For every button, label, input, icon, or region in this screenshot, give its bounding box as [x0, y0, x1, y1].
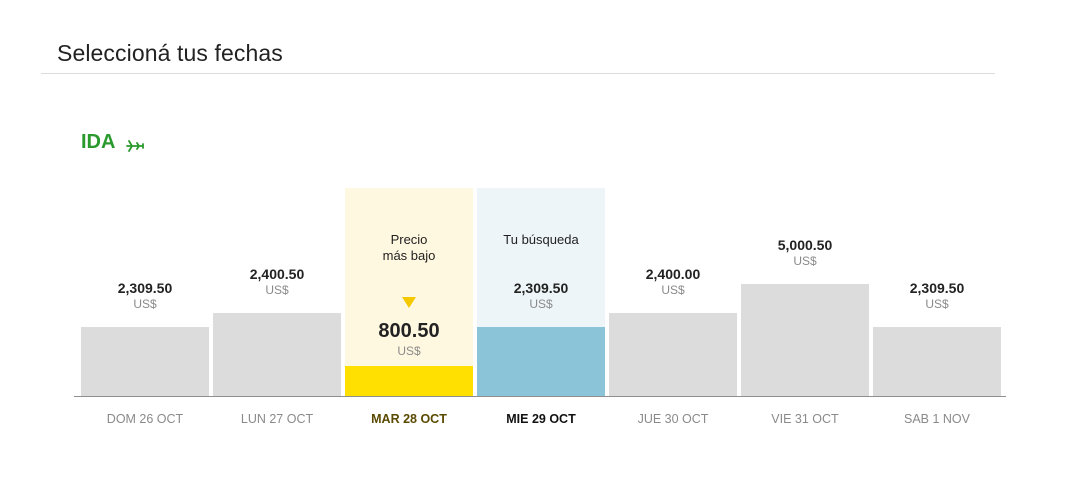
price-value: 5,000.50 [777, 237, 833, 253]
price-value: 2,400.50 [249, 266, 305, 282]
plane-icon [126, 136, 145, 152]
price-bar [741, 284, 869, 396]
price-label: 2,400.50 US$ [213, 266, 341, 297]
currency-label: US$ [265, 283, 289, 297]
down-arrow-icon [402, 297, 416, 308]
price-label: 5,000.50 US$ [741, 237, 869, 268]
price-value: 2,309.50 [909, 280, 965, 296]
date-label[interactable]: DOM 26 OCT [106, 412, 184, 426]
direction-label: IDA [81, 131, 116, 153]
date-column[interactable]: 2,309.50 US$ [873, 188, 1001, 396]
currency-label: US$ [793, 254, 817, 268]
price-value: 2,309.50 [513, 280, 569, 296]
date-label[interactable]: VIE 31 OCT [771, 412, 839, 426]
price-bar [81, 327, 209, 396]
your-search-note: Tu búsqueda [503, 232, 579, 247]
price-label: 800.50 US$ [345, 320, 473, 358]
date-label[interactable]: MIE 29 OCT [506, 412, 576, 426]
currency-label: US$ [661, 283, 685, 297]
price-value: 2,309.50 [117, 280, 173, 296]
currency-label: US$ [397, 344, 421, 358]
date-column[interactable]: 2,309.50 US$ [81, 188, 209, 396]
price-bar [213, 313, 341, 396]
price-value: 2,400.00 [645, 266, 701, 282]
price-bar [345, 366, 473, 396]
price-label: 2,400.00 US$ [609, 266, 737, 297]
date-column[interactable]: Precio más bajo 800.50 US$ [345, 188, 473, 396]
date-column[interactable]: 2,400.00 US$ [609, 188, 737, 396]
date-column[interactable]: 2,400.50 US$ [213, 188, 341, 396]
price-bar [477, 327, 605, 396]
price-bar [609, 313, 737, 396]
price-label: 2,309.50 US$ [873, 280, 1001, 311]
currency-label: US$ [529, 297, 553, 311]
date-label[interactable]: LUN 27 OCT [240, 412, 314, 426]
date-column[interactable]: Tu búsqueda 2,309.50 US$ [477, 188, 605, 396]
price-value: 800.50 [378, 320, 440, 342]
price-bar [873, 327, 1001, 396]
currency-label: US$ [925, 297, 949, 311]
title-divider [41, 73, 995, 74]
direction-header: IDA [81, 131, 145, 154]
date-column[interactable]: 5,000.50 US$ [741, 188, 869, 396]
page-title: Seleccioná tus fechas [57, 40, 283, 66]
chart-baseline [74, 396, 1006, 397]
lowest-price-highlight [345, 188, 473, 396]
price-label: 2,309.50 US$ [477, 280, 605, 311]
price-label: 2,309.50 US$ [81, 280, 209, 311]
date-label[interactable]: SAB 1 NOV [904, 412, 970, 426]
currency-label: US$ [133, 297, 157, 311]
date-label[interactable]: MAR 28 OCT [371, 412, 447, 426]
date-label[interactable]: JUE 30 OCT [637, 412, 709, 426]
lowest-price-note: Precio más bajo [382, 232, 436, 263]
